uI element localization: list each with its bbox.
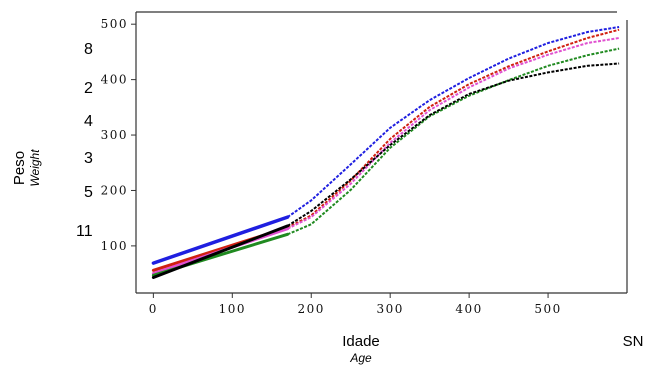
series-line-late	[287, 37, 620, 230]
y-tick-label: 200	[101, 183, 128, 197]
x-tick-label: 100	[219, 302, 246, 316]
series-layer	[151, 26, 620, 279]
series-line-early	[151, 224, 290, 279]
side-label: 5	[84, 184, 93, 201]
x-tick-label: 400	[455, 302, 482, 316]
corner-label: SN	[623, 333, 644, 350]
y-tick-label: 300	[101, 128, 128, 142]
series-line-late	[287, 62, 620, 227]
x-axis-label-english: Age	[349, 351, 372, 365]
series-line-late	[287, 47, 620, 236]
y-tick-label: 100	[101, 239, 128, 253]
series-line-early	[151, 215, 290, 265]
y-tick-label: 400	[101, 73, 128, 87]
side-label: 3	[84, 150, 93, 167]
side-label: 4	[84, 113, 93, 130]
series-line-late	[287, 26, 620, 218]
x-tick-label: 300	[376, 302, 403, 316]
x-tick-label: 0	[149, 302, 158, 316]
plot-frame	[135, 11, 628, 294]
y-axis-label: Peso	[11, 151, 28, 185]
x-tick-label: 500	[534, 302, 561, 316]
y-axis-label-english: Weight	[28, 149, 42, 187]
x-axis-label: Idade	[342, 333, 380, 350]
y-axis: 100 200 300 400 500	[101, 17, 136, 253]
side-label: 2	[84, 80, 93, 97]
side-label: 8	[84, 41, 93, 58]
x-axis: 0 100 200 300 400 500	[149, 293, 561, 316]
side-label: 11	[76, 223, 93, 240]
y-tick-label: 500	[101, 17, 128, 31]
series-line-late	[287, 28, 620, 229]
x-tick-label: 200	[298, 302, 325, 316]
side-labels: 8 2 4 3 5 11	[76, 41, 93, 240]
